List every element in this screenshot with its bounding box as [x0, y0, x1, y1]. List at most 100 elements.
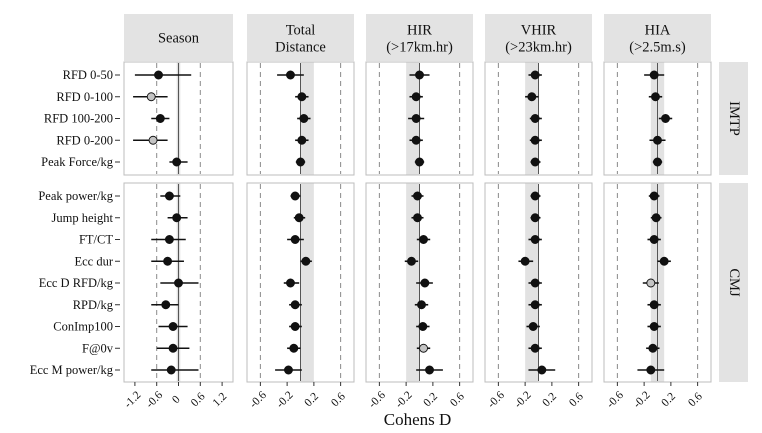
facet-header-0 — [124, 14, 233, 61]
row-strip-label-0: IMTP — [726, 101, 742, 136]
effect-point — [530, 191, 540, 201]
effect-point — [411, 135, 421, 145]
x-tick-label: 0.2 — [421, 390, 440, 409]
facet-header-4 — [604, 14, 711, 61]
effect-point — [520, 256, 530, 266]
panel-4-1 — [603, 182, 712, 383]
effect-point — [530, 278, 540, 288]
y-tick-label: RFD 100-200 — [44, 112, 113, 126]
effect-point — [420, 278, 430, 288]
effect-point — [411, 92, 421, 102]
x-tick-label: -0.2 — [631, 389, 653, 411]
effect-point — [649, 322, 659, 331]
panel-2-0 — [365, 61, 474, 176]
effect-point — [164, 191, 174, 201]
facet-title-4-0: HIA — [645, 23, 671, 39]
effect-point — [530, 343, 540, 353]
effect-point — [163, 256, 173, 266]
effect-point — [286, 70, 295, 80]
effect-point — [530, 157, 540, 167]
panel-3-1 — [484, 182, 593, 383]
effect-point — [530, 135, 540, 145]
x-tick-label: -0.2 — [274, 389, 296, 411]
effect-point — [290, 300, 300, 310]
x-tick-label: 0 — [170, 393, 183, 406]
effect-point — [659, 256, 669, 266]
facet-title-3-1: (>23km.hr) — [505, 40, 572, 56]
effect-point — [172, 157, 182, 167]
x-tick-label: 0.6 — [189, 390, 208, 409]
row-strip-label-1: CMJ — [726, 268, 742, 297]
x-tick-label: 0.2 — [540, 390, 559, 409]
effect-point — [411, 114, 421, 123]
panel-1-0 — [246, 61, 355, 176]
effect-point — [415, 70, 424, 80]
facet-title-0-0: Season — [158, 31, 200, 47]
facet-title-4-1: (>2.5m.s) — [629, 40, 686, 56]
effect-point — [413, 191, 422, 201]
x-tick-label: 0.2 — [302, 390, 321, 409]
x-axis-title: Cohens D — [384, 410, 452, 429]
effect-point — [161, 300, 171, 310]
x-tick-label: -0.2 — [512, 389, 534, 411]
effect-point — [653, 157, 662, 167]
effect-point — [417, 300, 426, 310]
effect-point — [413, 213, 422, 223]
y-tick-label: Ecc D RFD/kg — [39, 276, 114, 290]
effect-point — [415, 157, 424, 167]
effect-point — [164, 235, 174, 244]
x-tick-label: -0.6 — [248, 389, 270, 411]
effect-point — [286, 278, 295, 288]
effect-point — [290, 191, 300, 201]
row-strip-1 — [719, 183, 748, 382]
effect-point — [527, 92, 537, 102]
panel-0-1 — [123, 182, 234, 383]
effect-point — [419, 343, 428, 353]
facet-title-1-0: Total — [286, 23, 316, 39]
effect-point — [530, 300, 540, 310]
panel-3-0 — [484, 61, 593, 176]
panel-4-0 — [603, 61, 712, 176]
y-tick-label: F@0v — [82, 341, 114, 355]
effect-point — [289, 343, 299, 353]
effect-point — [646, 365, 656, 375]
y-tick-label: Ecc dur — [74, 254, 113, 268]
effect-point — [530, 213, 540, 223]
facet-title-2-1: (>17km.hr) — [386, 40, 453, 56]
effect-point — [174, 278, 183, 288]
effect-point — [294, 213, 304, 223]
effect-point — [648, 343, 658, 353]
x-tick-label: -0.6 — [367, 389, 389, 411]
y-tick-label: Jump height — [52, 211, 114, 225]
effect-point — [296, 157, 305, 167]
effect-point — [418, 322, 428, 331]
x-tick-label: -0.6 — [486, 389, 508, 411]
facet-title-3-0: VHIR — [521, 23, 557, 39]
panel-1-1 — [246, 182, 355, 383]
effect-point — [166, 365, 176, 375]
effect-point — [172, 213, 182, 223]
effect-point — [407, 256, 416, 266]
effect-point — [284, 365, 293, 375]
effect-point — [528, 322, 538, 331]
effect-point — [651, 92, 660, 102]
effect-point — [649, 70, 659, 80]
y-tick-label: FT/CT — [79, 233, 113, 247]
x-tick-label: -0.6 — [144, 389, 166, 411]
x-tick-label: -0.6 — [605, 389, 627, 411]
y-tick-label: Peak Force/kg — [41, 155, 114, 169]
facet-title-1-1: Distance — [275, 40, 326, 56]
effect-point — [297, 92, 307, 102]
x-tick-label: -0.2 — [393, 389, 415, 411]
effect-point — [530, 235, 540, 244]
effect-point — [290, 235, 300, 244]
effect-point — [425, 365, 434, 375]
y-tick-label: Ecc M power/kg — [30, 363, 114, 377]
effect-point — [168, 322, 178, 331]
effect-point — [646, 278, 656, 288]
facet-title-2-0: HIR — [407, 23, 432, 39]
effect-point — [168, 343, 178, 353]
y-tick-label: ConImp100 — [53, 320, 113, 334]
row-strip-0 — [719, 62, 748, 175]
